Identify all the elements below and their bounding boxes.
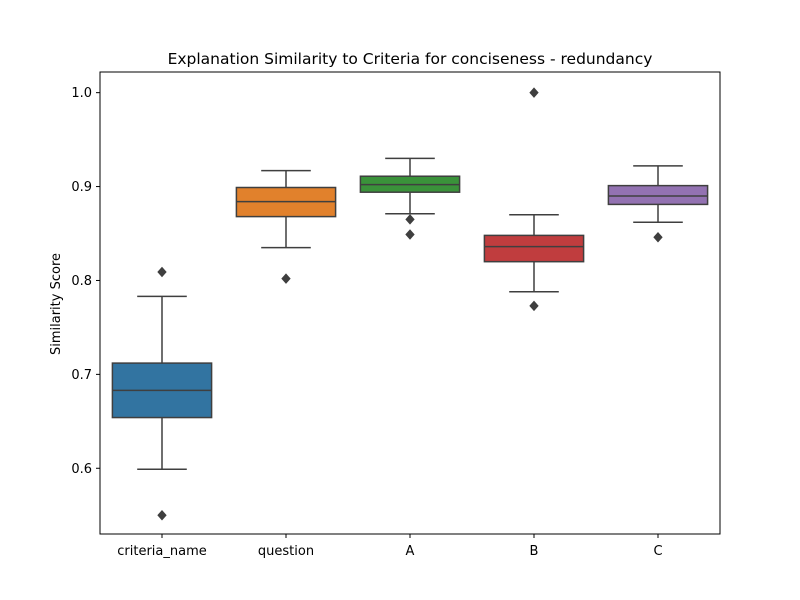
x-tick-label: C: [653, 544, 662, 559]
x-tick-label: criteria_name: [117, 544, 207, 559]
plot-area: 0.6 0.7 0.8 0.9 1.0 criteria_name question A B C: [71, 86, 709, 559]
outlier-point: [281, 273, 291, 284]
plot-frame: [99, 71, 721, 535]
y-tick-label: 1.0: [71, 86, 92, 101]
x-tick-label: B: [530, 544, 539, 559]
chart-title: Explanation Similarity to Criteria for c…: [168, 50, 653, 68]
y-tick-label: 0.8: [71, 274, 92, 289]
outlier-point: [653, 232, 663, 243]
x-tick-label: question: [258, 544, 314, 559]
outlier-point: [405, 229, 415, 240]
y-axis-title: Similarity Score: [49, 253, 64, 355]
box-B: [483, 234, 585, 263]
outlier-point: [405, 214, 415, 225]
outlier-point: [529, 300, 539, 312]
y-tick-label: 0.9: [71, 180, 92, 195]
x-tick-label: A: [406, 544, 415, 559]
box-C: [607, 184, 709, 206]
outlier-point: [157, 509, 167, 521]
y-tick-label: 0.6: [71, 462, 92, 477]
outlier-point: [529, 87, 539, 98]
outlier-point: [157, 266, 167, 278]
y-tick-label: 0.7: [71, 368, 92, 383]
